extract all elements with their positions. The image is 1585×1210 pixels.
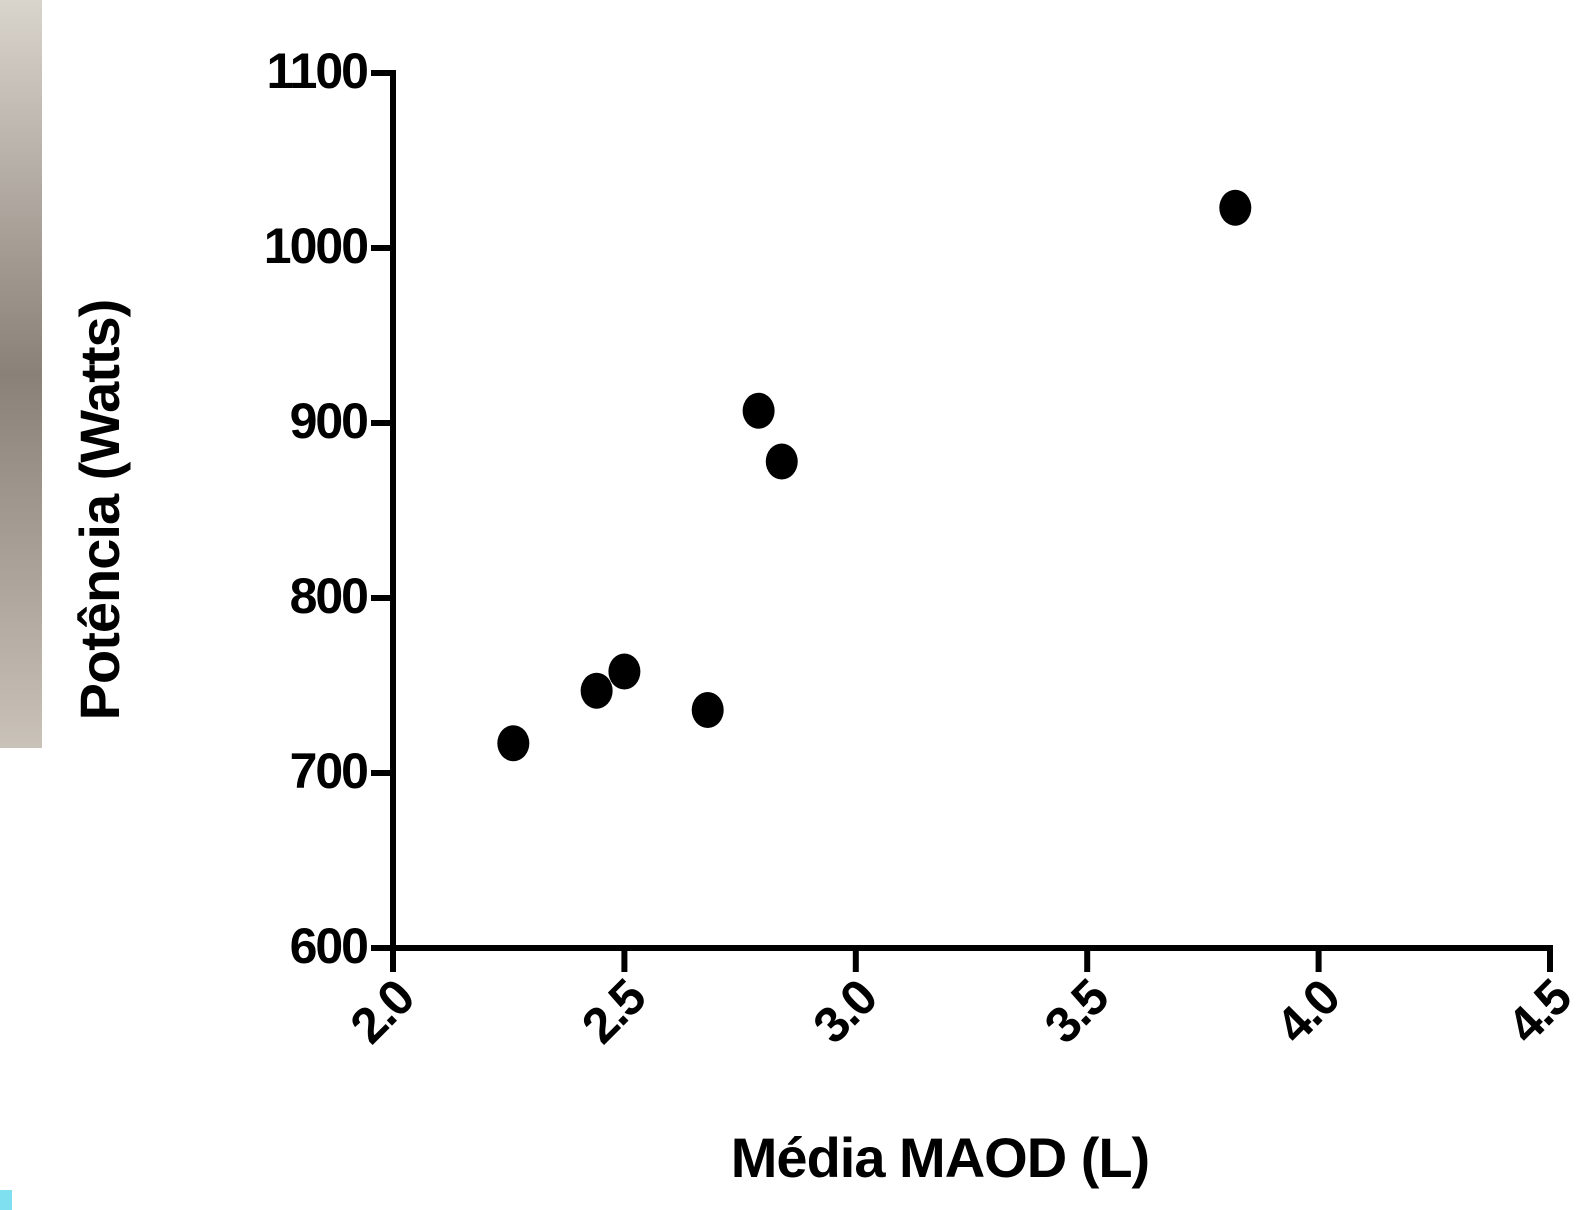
x-tick-label: 3.5 — [1034, 969, 1119, 1054]
point — [497, 725, 530, 762]
point — [691, 692, 724, 728]
y-tick-label: 800 — [290, 568, 368, 624]
background-edge — [0, 1190, 12, 1210]
y-tick-label: 600 — [290, 918, 368, 974]
background-photo — [0, 0, 42, 748]
y-axis-title: Potência (Watts) — [68, 300, 131, 721]
point — [608, 653, 641, 690]
point — [580, 672, 613, 709]
y-tick-label: 1100 — [267, 43, 368, 99]
y-tick-label: 700 — [290, 743, 368, 799]
point — [1219, 189, 1252, 226]
y-tick-label: 900 — [290, 393, 368, 449]
x-axis-title: Média MAOD (L) — [731, 1126, 1149, 1189]
x-tick-label: 2.5 — [571, 969, 656, 1054]
point — [765, 443, 798, 480]
x-tick-label: 2.0 — [340, 969, 425, 1054]
x-tick-label: 3.0 — [802, 969, 887, 1054]
x-tick-label: 4.0 — [1265, 969, 1350, 1054]
x-tick-label: 4.5 — [1497, 969, 1582, 1054]
y-tick-label: 1000 — [264, 218, 367, 274]
point — [742, 392, 775, 429]
